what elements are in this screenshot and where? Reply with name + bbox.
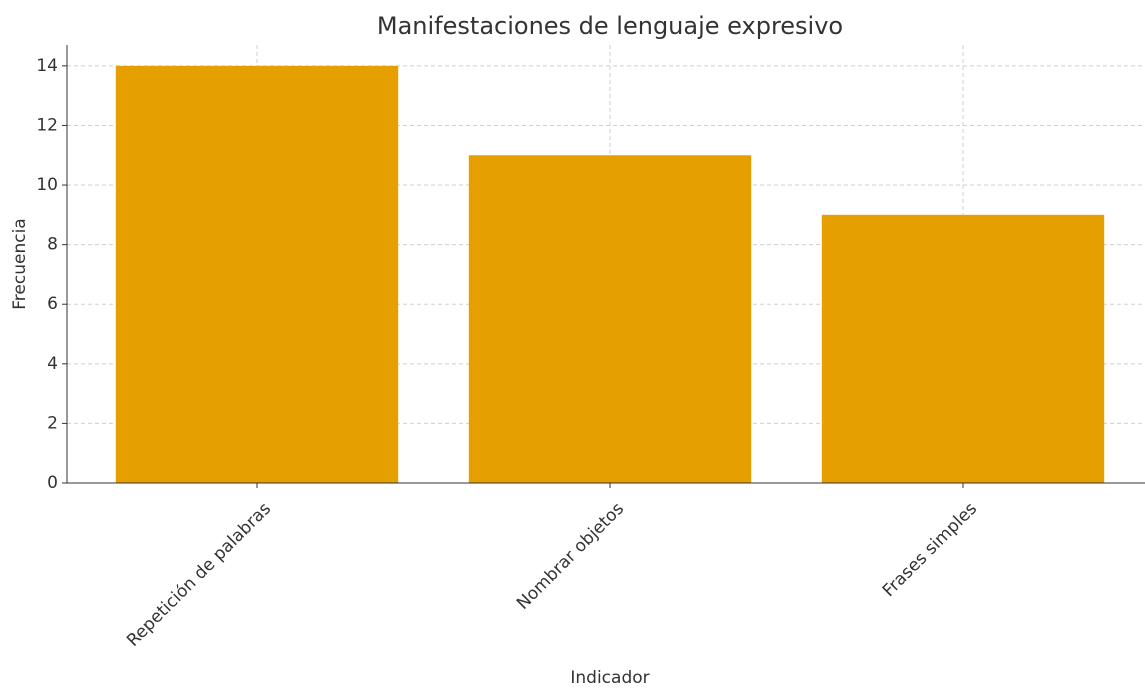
chart-title: Manifestaciones de lenguaje expresivo xyxy=(377,12,843,40)
y-tick-label: 10 xyxy=(36,175,58,195)
y-tick-label: 2 xyxy=(47,413,58,433)
x-axis-label: Indicador xyxy=(570,668,649,688)
bar xyxy=(468,155,752,483)
bar xyxy=(821,214,1105,483)
y-tick-label: 6 xyxy=(47,294,58,314)
bar xyxy=(115,65,399,483)
y-tick-label: 12 xyxy=(36,115,58,135)
y-tick-label: 4 xyxy=(47,354,58,374)
x-tick-label: Frases simples xyxy=(879,499,981,601)
y-tick-label: 8 xyxy=(47,235,58,255)
x-tick-label: Repetición de palabras xyxy=(123,499,275,651)
x-tick-label: Nombrar objetos xyxy=(513,499,628,614)
y-axis-label: Frecuencia xyxy=(10,218,30,309)
y-tick-label: 14 xyxy=(36,56,58,76)
y-tick-label: 0 xyxy=(47,473,58,493)
